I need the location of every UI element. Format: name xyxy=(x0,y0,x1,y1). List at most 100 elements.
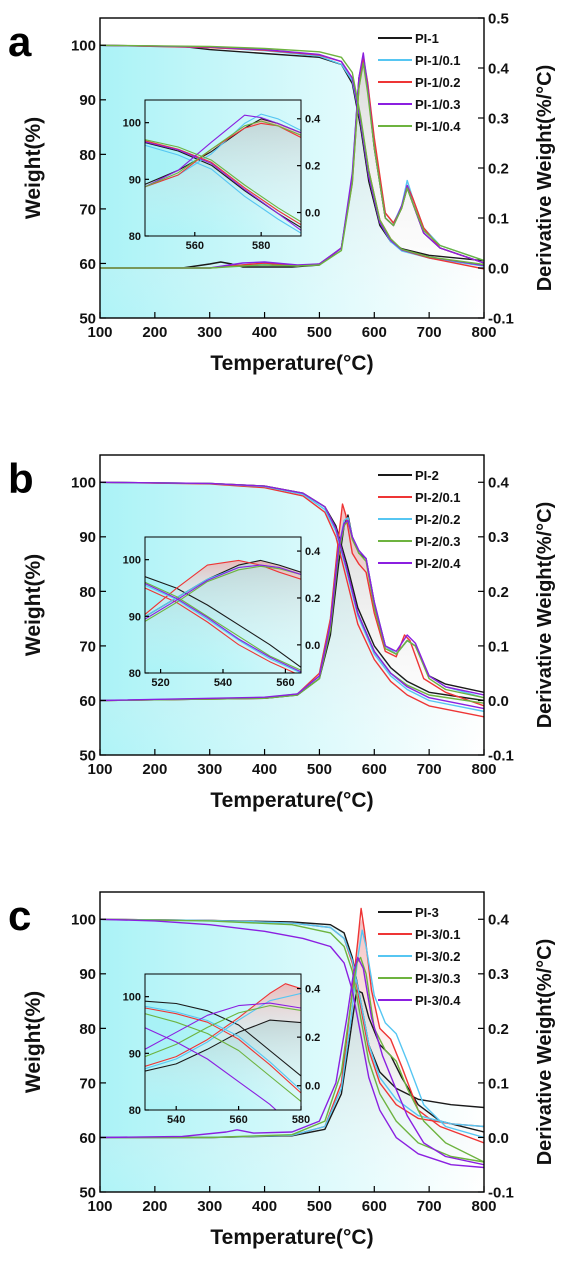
y-right-tick-label: 0.2 xyxy=(305,161,320,173)
legend-label: PI-1/0.1 xyxy=(415,53,461,68)
dtg-line xyxy=(100,519,484,702)
x-tick-label: 400 xyxy=(252,761,277,778)
x-tick-label: 560 xyxy=(229,1114,247,1126)
y-tick-label: 90 xyxy=(129,611,141,623)
dtg-area-fill xyxy=(100,62,484,318)
y-tick-label: 50 xyxy=(79,747,96,764)
x-tick-label: 200 xyxy=(142,1198,167,1215)
y-right-tick-label: 0.2 xyxy=(488,584,509,601)
y-right-tick-label: 0.0 xyxy=(305,208,320,220)
x-tick-label: 600 xyxy=(362,761,387,778)
y-right-tick-label: 0.3 xyxy=(488,966,509,983)
y-right-tick-label: 0.0 xyxy=(488,260,509,277)
y-axis-title: Weight(%) xyxy=(22,554,45,656)
tga-line xyxy=(100,918,484,1163)
dtg-line xyxy=(145,565,301,622)
y-right-tick-label: 0.5 xyxy=(488,10,509,27)
series-lines xyxy=(100,907,484,1169)
y-tick-label: 70 xyxy=(79,201,96,218)
y-tick-label: 70 xyxy=(79,638,96,655)
x-tick-label: 200 xyxy=(142,761,167,778)
plot-frame xyxy=(99,454,485,756)
legend-label: PI-3 xyxy=(415,905,439,920)
x-tick-label: 540 xyxy=(214,677,232,689)
tga-line xyxy=(145,1027,277,1110)
tga-line xyxy=(100,918,484,1169)
x-tick-label: 200 xyxy=(142,324,167,341)
x-tick-label: 500 xyxy=(307,1198,332,1215)
legend-label: PI-1 xyxy=(415,31,439,46)
y-right-tick-label: 0.2 xyxy=(488,1021,509,1038)
dtg-line xyxy=(145,120,301,188)
y-tick-label: 90 xyxy=(79,92,96,109)
tga-line xyxy=(145,576,301,668)
dtg-line xyxy=(145,559,301,615)
y-tick-label: 80 xyxy=(129,231,141,243)
panel-letter: a xyxy=(8,18,32,65)
legend-label: PI-1/0.4 xyxy=(415,119,461,134)
dtg-area-fill xyxy=(145,118,301,236)
legend: PI-1 PI-1/0.1 PI-1/0.2 PI-1/0.3 PI-1/0.4 xyxy=(378,31,461,134)
y-tick-label: 100 xyxy=(71,38,96,55)
dtg-line xyxy=(100,956,484,1163)
y-right-tick-label: 0.4 xyxy=(488,912,510,929)
x-tick-label: 600 xyxy=(362,324,387,341)
y-tick-label: 80 xyxy=(79,584,96,601)
y-axis-title: Weight(%) xyxy=(22,991,45,1093)
plot-frame xyxy=(144,99,302,237)
dtg-line xyxy=(100,929,484,1139)
y-right-tick-label: 0.3 xyxy=(488,110,509,127)
y-right-tick-label: 0.4 xyxy=(488,475,510,492)
tga-line xyxy=(145,144,301,234)
inset-plot: 520 540 560 80 90 100 0.0 0.2 0.4 xyxy=(123,536,321,689)
tga-line xyxy=(145,140,301,226)
series-lines xyxy=(100,481,484,718)
y-tick-label: 50 xyxy=(79,310,96,327)
y-right-tick-label: 0.0 xyxy=(305,640,320,652)
dtg-area-fill xyxy=(145,560,301,673)
dtg-line xyxy=(100,519,484,702)
legend: PI-2 PI-2/0.1 PI-2/0.2 PI-2/0.3 PI-2/0.4 xyxy=(378,468,461,571)
y-right-tick-label: -0.1 xyxy=(488,310,514,327)
y-tick-label: 90 xyxy=(129,174,141,186)
tga-line xyxy=(145,1000,301,1077)
x-axis-title: Temperature(°C) xyxy=(210,1226,373,1249)
x-tick-label: 560 xyxy=(186,240,204,252)
legend-label: PI-2 xyxy=(415,468,439,483)
tga-line xyxy=(145,141,301,231)
y-tick-label: 90 xyxy=(79,966,96,983)
tga-line xyxy=(145,1005,301,1091)
panel-letter: c xyxy=(8,892,31,939)
tga-line xyxy=(100,481,484,710)
tga-line xyxy=(145,587,297,673)
x-tick-label: 300 xyxy=(197,1198,222,1215)
legend-label: PI-2/0.3 xyxy=(415,534,461,549)
y-right-tick-label: 0.3 xyxy=(488,529,509,546)
y-right-tick-label: 0.4 xyxy=(488,60,510,77)
y-tick-label: 60 xyxy=(79,1130,96,1147)
y-right-tick-label: 0.4 xyxy=(305,546,321,558)
plot-frame xyxy=(99,891,485,1193)
tga-line xyxy=(145,584,301,673)
x-tick-label: 520 xyxy=(151,677,169,689)
legend-label: PI-2/0.1 xyxy=(415,490,461,505)
x-tick-label: 400 xyxy=(252,1198,277,1215)
x-tick-label: 300 xyxy=(197,324,222,341)
tga-line xyxy=(145,139,301,223)
inset-plot: 560 580 80 90 100 0.0 0.2 0.4 xyxy=(123,99,321,252)
legend: PI-3 PI-3/0.1 PI-3/0.2 PI-3/0.3 PI-3/0.4 xyxy=(378,905,461,1008)
y-right-tick-label: -0.1 xyxy=(488,1184,514,1201)
y-tick-label: 50 xyxy=(79,1184,96,1201)
x-tick-label: 800 xyxy=(471,1198,496,1215)
series-lines xyxy=(145,113,301,234)
dtg-line xyxy=(145,992,301,1070)
y-right-tick-label: 0.4 xyxy=(305,984,321,996)
legend-label: PI-3/0.2 xyxy=(415,949,461,964)
y-right-tick-label: 0.0 xyxy=(305,1081,320,1093)
x-tick-label: 540 xyxy=(167,1114,185,1126)
y-right-tick-label: 0.1 xyxy=(488,638,509,655)
x-axis-title: Temperature(°C) xyxy=(210,789,373,812)
dtg-area-fill xyxy=(100,519,484,755)
legend-label: PI-3/0.4 xyxy=(415,993,461,1008)
